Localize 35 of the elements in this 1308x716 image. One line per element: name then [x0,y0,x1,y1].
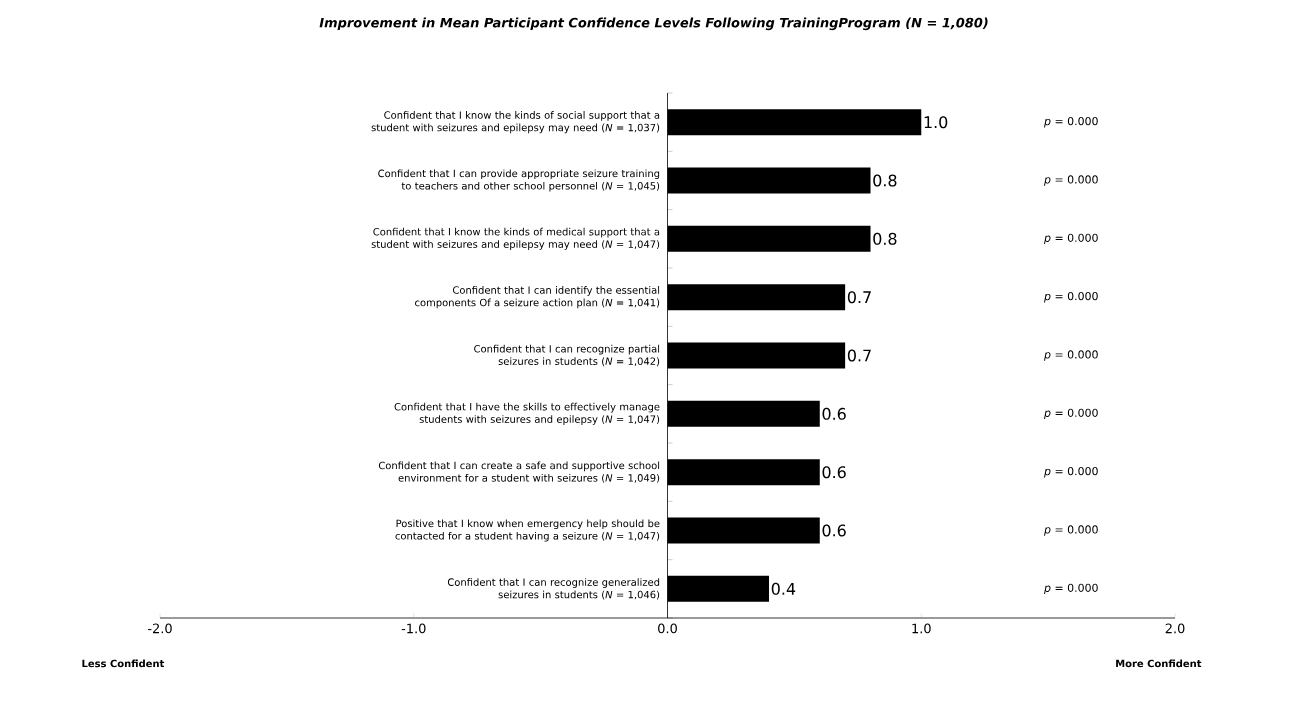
chart-title: Improvement in Mean Participant Confidence Levels Following TrainingProgram (N = 1,080) [319,17,988,31]
x-tick-label: -2.0 [147,623,172,634]
annotation: p = 0.000 [1044,466,1098,478]
data-label: 0.7 [847,291,871,304]
text: More Confident [1116,659,1202,668]
annotation: p = 0.000 [1044,350,1098,361]
annotation: p = 0.000 [1044,525,1098,536]
annotation: p = 0.000 [1044,175,1098,186]
data-label: 0.8 [873,232,897,245]
text: Less Confident [82,659,165,668]
y-tick-label: Confident that I can recognize partial seizures in students (N = 1,042) [474,344,660,367]
annotation: p = 0.000 [1044,116,1098,128]
data-label: 0.8 [873,174,897,187]
x-tick-label: 2.0 [1165,623,1185,634]
y-tick-label: Confident that I have the skills to effectively manage students with seizures and epilepsy (N = 1,047) [394,402,660,425]
data-label: 0.6 [822,524,846,537]
y-tick-label: Positive that I know when emergency help should be contacted for a student having a seizure (N = 1,047) [395,519,660,542]
annotation: p = 0.000 [1044,291,1098,303]
y-tick-label: Confident that I can recognize generalized seizures in students (N = 1,046) [447,578,660,600]
data-label: 0.6 [822,407,846,420]
y-tick-label: Confident that I can provide appropriate seizure training to teachers and other school personnel (N = 1,045) [378,169,660,192]
y-tick-label: Confident that I can create a safe and supportive school environment for a student with seizures (N = 1,049) [378,461,660,483]
data-label: 0.7 [847,349,871,362]
data-label: 1.0 [924,116,948,129]
x-tick-label: -1.0 [401,623,426,634]
x-tick-label: 0.0 [658,623,677,634]
data-label: 0.4 [771,582,796,595]
y-tick-label: Confident that I know the kinds of social support that a student with seizures and epilepsy may need (N = 1,037) [371,111,660,134]
annotation: p = 0.000 [1044,233,1098,245]
y-tick-label: Confident that I know the kinds of medical support that a student with seizures and epilepsy may need (N = 1,047) [371,227,660,250]
y-tick-label: Confident that I can identify the essential components Of a seizure action plan (N = 1,041) [415,286,660,309]
x-tick-label: 1.0 [912,623,931,634]
data-label: 0.6 [822,466,846,479]
annotation: p = 0.000 [1044,408,1098,420]
annotation: p = 0.000 [1044,583,1098,595]
